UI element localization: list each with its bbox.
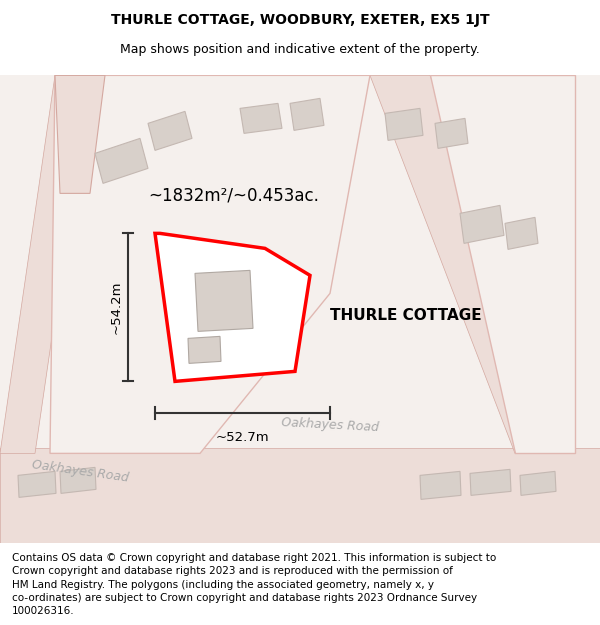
Text: Oakhayes Road: Oakhayes Road bbox=[281, 416, 379, 434]
Polygon shape bbox=[470, 469, 511, 496]
Polygon shape bbox=[50, 76, 370, 453]
Polygon shape bbox=[435, 118, 468, 148]
Polygon shape bbox=[420, 471, 461, 499]
Text: ~54.2m: ~54.2m bbox=[110, 281, 122, 334]
Polygon shape bbox=[95, 138, 148, 183]
Polygon shape bbox=[188, 336, 221, 363]
Text: Contains OS data © Crown copyright and database right 2021. This information is : Contains OS data © Crown copyright and d… bbox=[12, 553, 496, 616]
Polygon shape bbox=[0, 76, 600, 543]
Polygon shape bbox=[370, 76, 575, 453]
Polygon shape bbox=[55, 76, 105, 193]
Polygon shape bbox=[148, 111, 192, 151]
Text: ~1832m²/~0.453ac.: ~1832m²/~0.453ac. bbox=[148, 186, 319, 204]
Polygon shape bbox=[0, 76, 90, 453]
Text: Map shows position and indicative extent of the property.: Map shows position and indicative extent… bbox=[120, 42, 480, 56]
Text: THURLE COTTAGE, WOODBURY, EXETER, EX5 1JT: THURLE COTTAGE, WOODBURY, EXETER, EX5 1J… bbox=[110, 13, 490, 27]
Text: Oakhayes Road: Oakhayes Road bbox=[31, 458, 129, 484]
Polygon shape bbox=[60, 468, 96, 493]
Text: THURLE COTTAGE: THURLE COTTAGE bbox=[330, 308, 482, 323]
Polygon shape bbox=[195, 271, 253, 331]
Polygon shape bbox=[155, 233, 310, 381]
Polygon shape bbox=[520, 471, 556, 496]
Polygon shape bbox=[385, 108, 423, 141]
Text: ~52.7m: ~52.7m bbox=[215, 431, 269, 444]
Polygon shape bbox=[240, 103, 282, 133]
Polygon shape bbox=[290, 98, 324, 131]
Polygon shape bbox=[0, 448, 600, 543]
Polygon shape bbox=[460, 206, 504, 243]
Polygon shape bbox=[505, 217, 538, 249]
Polygon shape bbox=[18, 471, 56, 498]
Polygon shape bbox=[430, 76, 575, 453]
